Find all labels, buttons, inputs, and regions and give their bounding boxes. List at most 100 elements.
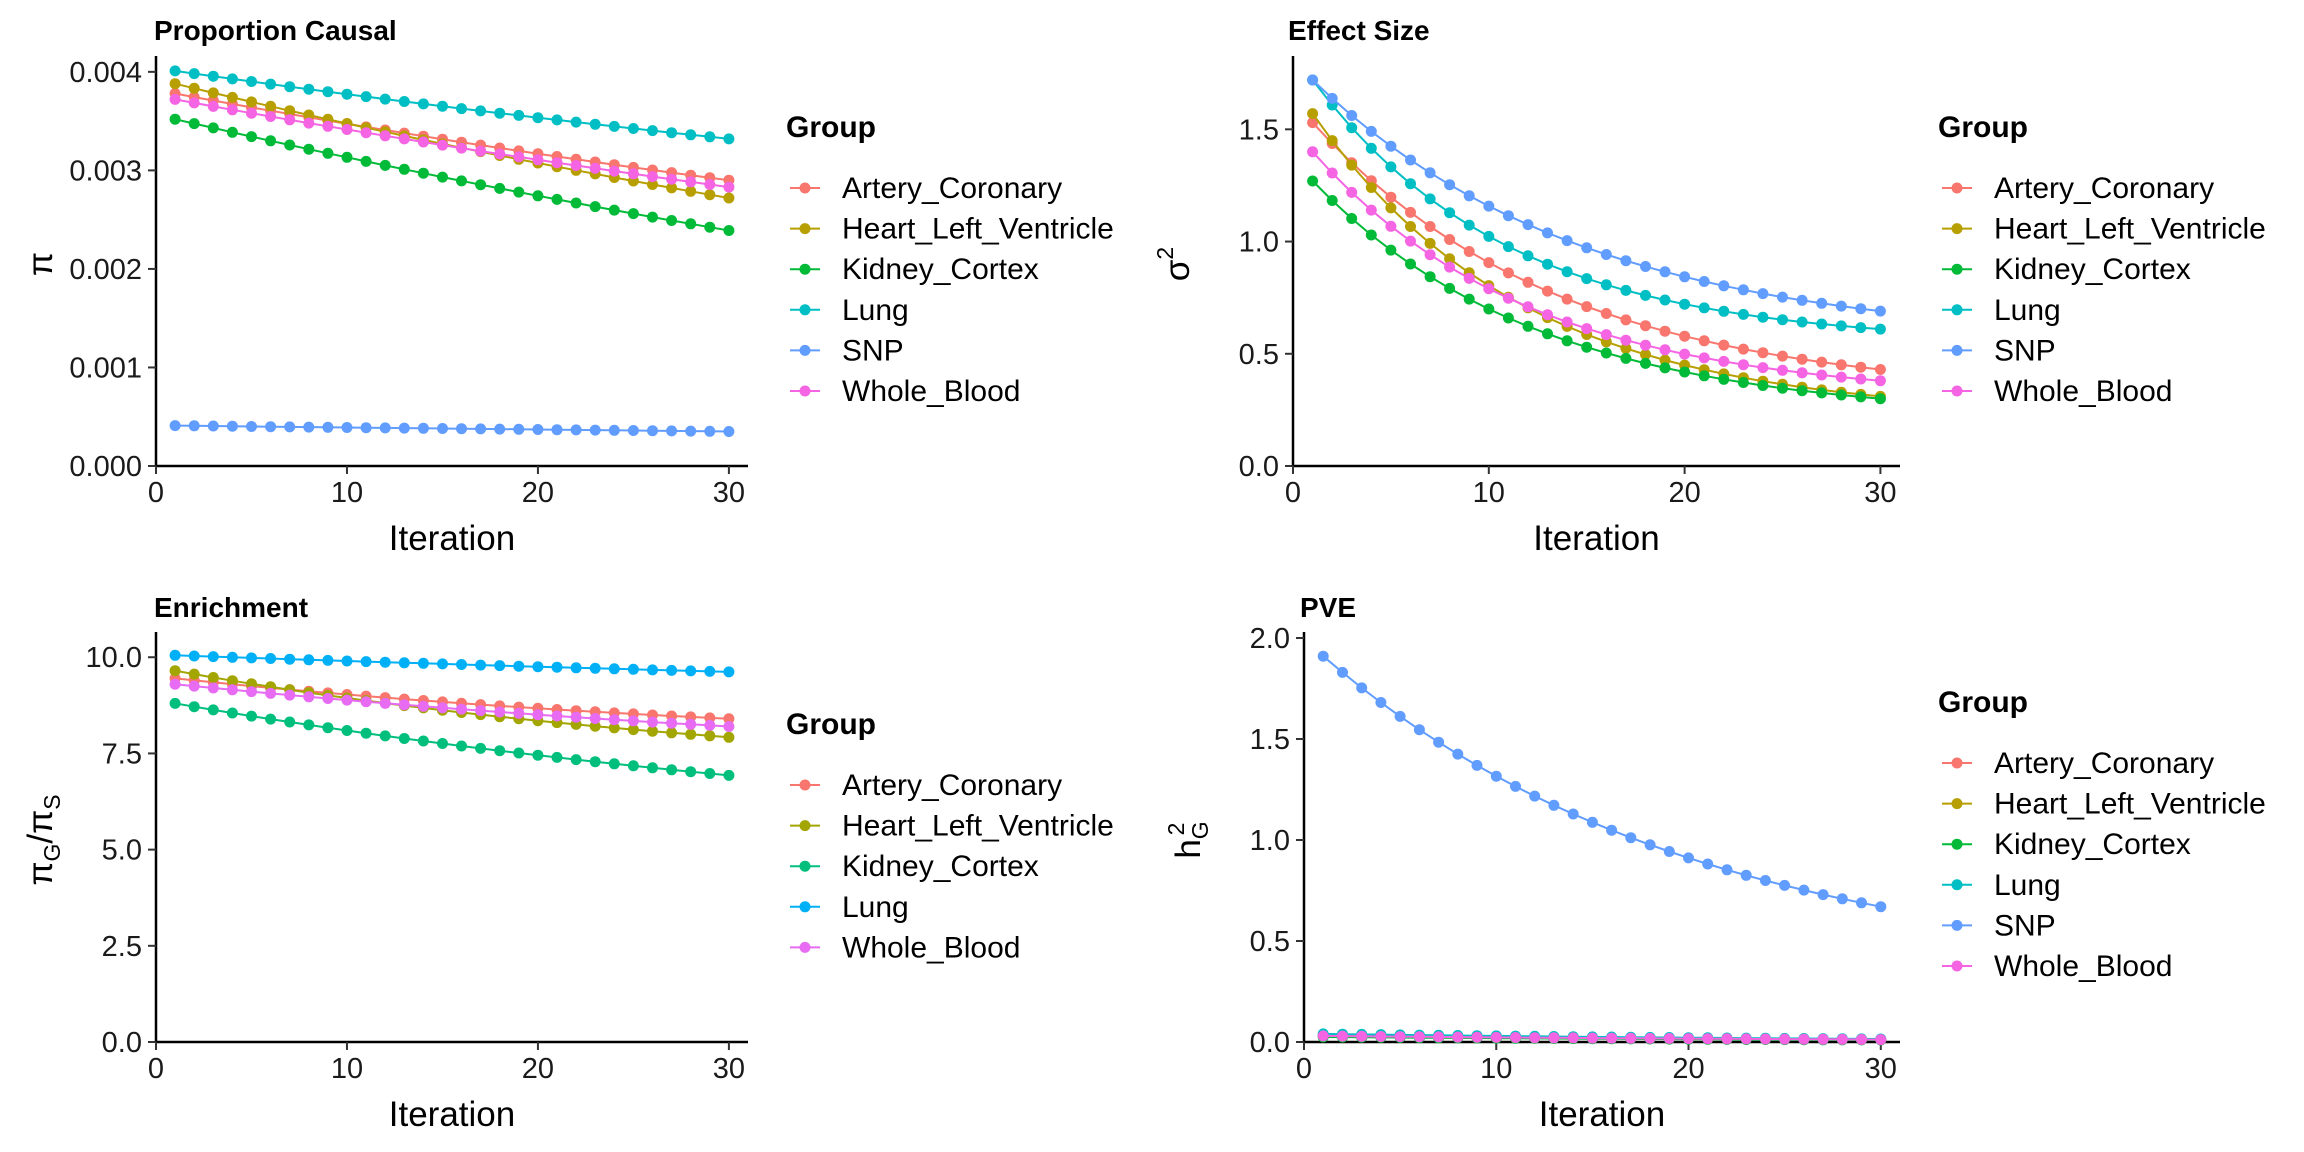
legend-label: SNP <box>1994 334 2056 367</box>
data-point <box>1816 356 1828 368</box>
data-point <box>1817 889 1829 901</box>
data-point <box>1424 249 1436 261</box>
data-point <box>1740 1033 1752 1045</box>
data-point <box>723 181 735 193</box>
data-point <box>1405 258 1416 270</box>
series-snp <box>1317 650 1887 913</box>
data-point <box>1702 858 1714 870</box>
data-point <box>437 139 448 151</box>
legend-label: Whole_Blood <box>842 931 1020 964</box>
legend-key-point <box>799 385 811 397</box>
legend-item: SNP <box>1942 909 2056 942</box>
data-point <box>570 754 582 766</box>
data-point <box>1620 334 1632 346</box>
data-point <box>265 111 277 122</box>
data-point <box>1640 289 1651 301</box>
data-point <box>207 672 219 683</box>
data-point <box>1346 159 1358 171</box>
x-axis-title: Iteration <box>389 1095 515 1134</box>
data-point <box>456 740 467 752</box>
data-point <box>513 660 525 672</box>
legend: Group Artery_Coronary Heart_Left_Ventricle… <box>1938 111 2266 408</box>
data-point <box>532 154 544 166</box>
data-point <box>1356 682 1368 694</box>
data-point <box>341 124 353 135</box>
data-point <box>513 109 525 121</box>
legend-label: Artery_Coronary <box>842 172 1062 205</box>
data-point <box>207 420 219 432</box>
series-snp <box>1307 74 1886 317</box>
data-point <box>647 171 658 183</box>
legend-label: Whole_Blood <box>1994 950 2172 983</box>
data-point <box>265 78 277 90</box>
legend-item: Whole_Blood <box>1942 375 2172 408</box>
data-point <box>246 76 257 87</box>
data-point <box>1816 297 1828 309</box>
data-point <box>1502 241 1514 253</box>
data-point <box>1326 92 1338 104</box>
data-point <box>1346 186 1358 198</box>
data-point <box>226 684 238 696</box>
data-point <box>627 425 639 436</box>
legend-label: Whole_Blood <box>1994 375 2172 408</box>
data-point <box>1798 1033 1810 1045</box>
data-point <box>589 118 601 130</box>
x-tick-label: 10 <box>1473 477 1505 509</box>
data-point <box>1659 344 1671 356</box>
data-point <box>398 163 410 175</box>
data-point <box>1307 117 1319 129</box>
data-point <box>207 651 219 663</box>
data-point <box>723 426 735 437</box>
data-point <box>608 120 620 132</box>
data-point <box>1698 352 1710 364</box>
data-point <box>704 768 716 779</box>
data-point <box>532 709 544 721</box>
x-tick-label: 0 <box>1296 1053 1312 1085</box>
legend-label: Heart_Left_Ventricle <box>842 213 1114 246</box>
data-point <box>1757 288 1769 300</box>
data-point <box>360 127 372 139</box>
x-tick-label: 10 <box>331 477 363 509</box>
data-point <box>1779 879 1791 891</box>
data-point <box>1522 276 1534 288</box>
data-point <box>685 176 697 188</box>
data-point <box>685 766 697 778</box>
data-point <box>1405 221 1416 232</box>
data-point <box>1542 328 1553 340</box>
data-point <box>226 675 238 687</box>
legend-item: Kidney_Cortex <box>1942 253 2191 286</box>
data-point <box>723 769 735 781</box>
data-point <box>704 730 716 742</box>
data-point <box>417 98 429 110</box>
data-point <box>627 168 639 180</box>
data-point <box>379 93 391 105</box>
data-point <box>494 107 506 119</box>
data-point <box>1529 790 1541 802</box>
data-point <box>1433 1031 1445 1043</box>
data-point <box>647 725 658 737</box>
series-line <box>175 683 729 728</box>
data-point <box>246 710 257 722</box>
data-point <box>226 104 238 116</box>
data-point <box>1424 237 1436 249</box>
data-point <box>551 751 563 763</box>
data-point <box>1394 1031 1406 1043</box>
data-point <box>475 105 487 117</box>
data-point <box>322 147 334 159</box>
data-point <box>551 193 563 205</box>
series-line <box>1311 151 1881 382</box>
data-point <box>1796 353 1808 365</box>
data-point <box>437 658 448 670</box>
data-point <box>1365 229 1377 241</box>
data-point <box>284 689 296 701</box>
data-point <box>1855 373 1867 385</box>
data-point <box>570 160 582 171</box>
legend-label: Lung <box>842 294 909 327</box>
data-point <box>1874 393 1886 405</box>
data-point <box>207 87 219 99</box>
data-point <box>303 109 315 121</box>
data-point <box>1326 167 1338 179</box>
data-point <box>360 727 372 739</box>
data-point <box>1471 1031 1483 1043</box>
data-point <box>1796 385 1808 397</box>
